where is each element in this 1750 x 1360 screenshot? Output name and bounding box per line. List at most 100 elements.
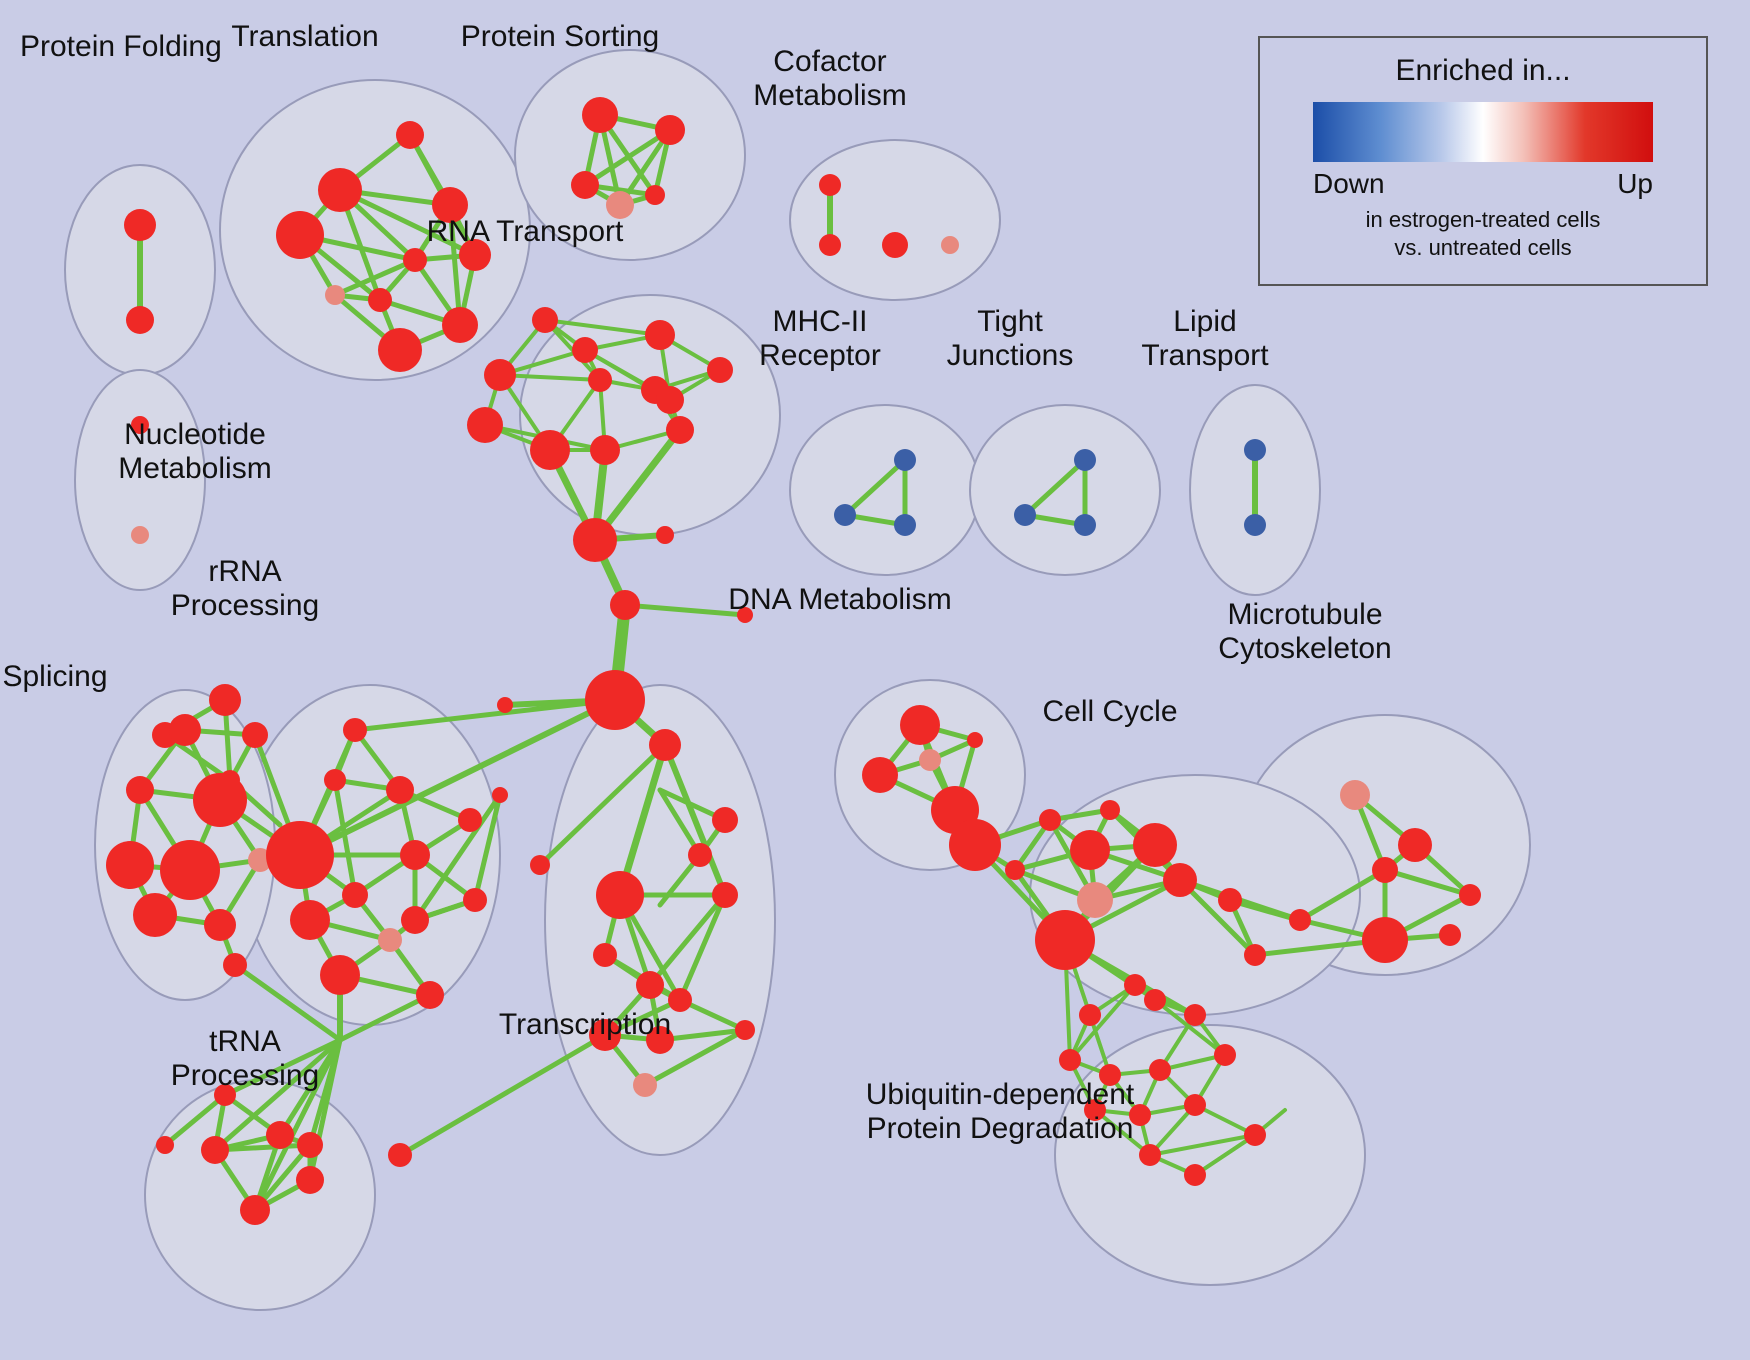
go-node[interactable]	[589, 1019, 621, 1051]
go-node[interactable]	[133, 893, 177, 937]
go-node[interactable]	[633, 1073, 657, 1097]
go-node[interactable]	[1149, 1059, 1171, 1081]
go-node[interactable]	[571, 171, 599, 199]
go-node[interactable]	[368, 288, 392, 312]
go-node[interactable]	[204, 909, 236, 941]
go-node[interactable]	[484, 359, 516, 391]
go-node[interactable]	[156, 1136, 174, 1154]
go-node[interactable]	[573, 518, 617, 562]
go-node[interactable]	[819, 234, 841, 256]
go-node[interactable]	[401, 906, 429, 934]
go-node[interactable]	[688, 843, 712, 867]
go-node[interactable]	[324, 769, 346, 791]
go-node[interactable]	[737, 607, 753, 623]
go-node[interactable]	[276, 211, 324, 259]
go-node[interactable]	[403, 248, 427, 272]
go-node[interactable]	[342, 882, 368, 908]
go-node[interactable]	[388, 1143, 412, 1167]
go-node[interactable]	[819, 174, 841, 196]
go-node[interactable]	[1059, 1049, 1081, 1071]
go-node[interactable]	[649, 729, 681, 761]
go-node[interactable]	[1133, 823, 1177, 867]
go-node[interactable]	[124, 209, 156, 241]
go-node[interactable]	[344, 719, 366, 741]
go-node[interactable]	[1074, 449, 1096, 471]
go-node[interactable]	[1340, 780, 1370, 810]
go-node[interactable]	[396, 121, 424, 149]
go-node[interactable]	[1079, 1004, 1101, 1026]
go-node[interactable]	[378, 928, 402, 952]
go-node[interactable]	[882, 232, 908, 258]
go-node[interactable]	[467, 407, 503, 443]
go-node[interactable]	[290, 900, 330, 940]
cluster-bg-ubiquitin[interactable]	[1055, 1025, 1365, 1285]
go-node[interactable]	[530, 855, 550, 875]
go-node[interactable]	[1144, 989, 1166, 1011]
go-node[interactable]	[655, 115, 685, 145]
go-node[interactable]	[656, 526, 674, 544]
go-node[interactable]	[378, 328, 422, 372]
go-node[interactable]	[712, 807, 738, 833]
go-node[interactable]	[645, 320, 675, 350]
go-node[interactable]	[1184, 1004, 1206, 1026]
go-node[interactable]	[1070, 830, 1110, 870]
cluster-bg-mhc2-receptor[interactable]	[790, 405, 980, 575]
go-node[interactable]	[636, 971, 664, 999]
go-node[interactable]	[492, 787, 508, 803]
go-node[interactable]	[894, 514, 916, 536]
go-node[interactable]	[645, 185, 665, 205]
go-node[interactable]	[572, 337, 598, 363]
go-node[interactable]	[606, 191, 634, 219]
go-node[interactable]	[318, 168, 362, 212]
cluster-bg-nucleotide-metabolism[interactable]	[75, 370, 205, 590]
go-node[interactable]	[1124, 974, 1146, 996]
go-node[interactable]	[610, 590, 640, 620]
go-node[interactable]	[266, 1121, 294, 1149]
go-node[interactable]	[400, 840, 430, 870]
go-node[interactable]	[668, 988, 692, 1012]
go-node[interactable]	[325, 285, 345, 305]
go-node[interactable]	[160, 840, 220, 900]
go-node[interactable]	[596, 871, 644, 919]
go-node[interactable]	[590, 435, 620, 465]
go-node[interactable]	[432, 187, 468, 223]
go-node[interactable]	[1439, 924, 1461, 946]
go-node[interactable]	[1459, 884, 1481, 906]
go-node[interactable]	[900, 705, 940, 745]
go-node[interactable]	[666, 416, 694, 444]
go-node[interactable]	[1139, 1144, 1161, 1166]
go-node[interactable]	[223, 953, 247, 977]
go-node[interactable]	[1184, 1164, 1206, 1186]
go-node[interactable]	[320, 955, 360, 995]
go-node[interactable]	[214, 1084, 236, 1106]
go-node[interactable]	[131, 416, 149, 434]
go-node[interactable]	[459, 239, 491, 271]
go-node[interactable]	[735, 1020, 755, 1040]
go-node[interactable]	[169, 714, 201, 746]
go-node[interactable]	[656, 386, 684, 414]
go-node[interactable]	[131, 526, 149, 544]
go-node[interactable]	[1005, 860, 1025, 880]
go-node[interactable]	[126, 306, 154, 334]
go-node[interactable]	[209, 684, 241, 716]
go-node[interactable]	[1035, 910, 1095, 970]
go-node[interactable]	[1244, 1124, 1266, 1146]
go-node[interactable]	[582, 97, 618, 133]
cluster-bg-translation[interactable]	[220, 80, 530, 380]
go-node[interactable]	[1244, 944, 1266, 966]
go-node[interactable]	[532, 307, 558, 333]
go-node[interactable]	[712, 882, 738, 908]
go-node[interactable]	[707, 357, 733, 383]
go-node[interactable]	[1289, 909, 1311, 931]
go-node[interactable]	[834, 504, 856, 526]
cluster-bg-cofactor-metabolism[interactable]	[790, 140, 1000, 300]
go-node[interactable]	[530, 430, 570, 470]
go-node[interactable]	[588, 368, 612, 392]
go-node[interactable]	[593, 943, 617, 967]
go-node[interactable]	[1039, 809, 1061, 831]
go-node[interactable]	[1244, 439, 1266, 461]
go-node[interactable]	[1074, 514, 1096, 536]
go-node[interactable]	[1129, 1104, 1151, 1126]
go-node[interactable]	[585, 670, 645, 730]
go-node[interactable]	[1398, 828, 1432, 862]
